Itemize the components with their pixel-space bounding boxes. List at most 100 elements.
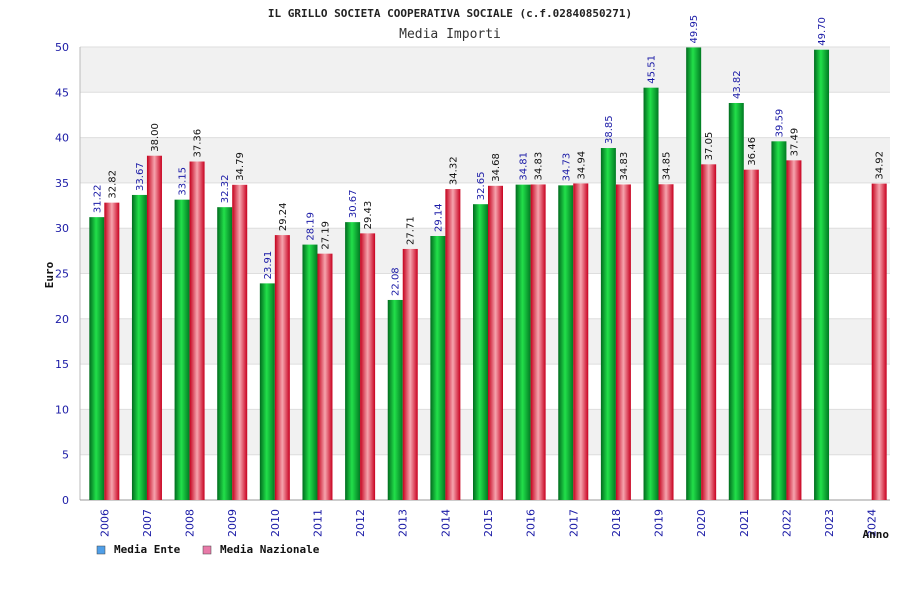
chart-title: IL GRILLO SOCIETA COOPERATIVA SOCIALE (c… — [268, 7, 632, 20]
x-tick-label: 2012 — [354, 509, 367, 537]
bar-media-ente — [558, 185, 574, 501]
chart-subtitle: Media Importi — [399, 27, 501, 42]
bar-media-ente — [174, 199, 190, 500]
x-ticks: 2006 2007 2008 2009 2010 2011 2012 2013 2014 2015… — [98, 509, 878, 537]
value-label: 34.32 — [448, 156, 459, 185]
value-label: 45.51 — [647, 55, 658, 84]
x-tick-label: 2013 — [397, 509, 410, 537]
value-label: 36.46 — [747, 137, 758, 166]
x-tick-label: 2024 — [866, 509, 879, 537]
bar-media-nazionale — [445, 189, 461, 501]
y-tick-label: 25 — [55, 268, 69, 281]
bar-media-ente — [217, 207, 233, 501]
y-tick-label: 10 — [55, 403, 69, 416]
x-tick-label: 2020 — [695, 509, 708, 537]
bar-media-nazionale — [530, 184, 546, 501]
value-label: 30.67 — [348, 189, 359, 218]
value-label: 34.92 — [875, 151, 886, 180]
y-tick-label: 30 — [55, 222, 69, 235]
y-tick-label: 5 — [62, 449, 69, 462]
value-label: 34.83 — [619, 152, 630, 181]
x-tick-label: 2023 — [823, 509, 836, 537]
bar-media-nazionale — [871, 183, 887, 500]
x-tick-label: 2021 — [738, 509, 751, 537]
value-label: 29.43 — [363, 201, 374, 230]
legend-swatch-media-nazionale — [202, 545, 212, 555]
value-label: 31.22 — [92, 185, 103, 214]
bar-media-nazionale — [189, 161, 205, 500]
legend: Media Ente Media Nazionale — [96, 543, 320, 556]
value-label: 34.79 — [235, 152, 246, 181]
bar-media-ente — [131, 194, 147, 500]
value-label: 33.15 — [178, 167, 189, 196]
x-tick-label: 2010 — [269, 509, 282, 537]
bar-media-nazionale — [786, 160, 802, 500]
bar-media-nazionale — [615, 184, 631, 501]
legend-label-media-ente: Media Ente — [114, 543, 181, 556]
x-tick-label: 2016 — [525, 509, 538, 537]
value-label: 37.05 — [704, 132, 715, 161]
y-tick-label: 20 — [55, 313, 69, 326]
grid-band — [80, 92, 890, 138]
x-tick-label: 2014 — [439, 509, 452, 537]
bar-media-ente — [430, 235, 446, 501]
value-label: 34.68 — [491, 153, 502, 182]
value-label: 34.83 — [534, 152, 545, 181]
value-label: 37.36 — [193, 129, 204, 158]
bar-media-ente — [771, 141, 787, 500]
value-label: 32.65 — [476, 172, 487, 201]
bar-media-ente — [515, 184, 531, 500]
value-label: 32.32 — [220, 175, 231, 204]
bar-media-nazionale — [146, 155, 162, 500]
bar-media-nazionale — [317, 253, 333, 500]
bar-media-ente — [600, 148, 616, 501]
y-tick-label: 0 — [62, 494, 69, 507]
x-axis-label: Anno — [863, 528, 890, 541]
value-label: 49.95 — [689, 15, 700, 44]
bar-media-nazionale — [743, 169, 759, 500]
y-axis-label: Euro — [43, 261, 56, 288]
x-tick-label: 2008 — [184, 509, 197, 537]
bar-media-ente — [728, 102, 744, 501]
value-label: 32.82 — [107, 170, 118, 199]
bar-media-ente — [643, 87, 659, 501]
y-tick-label: 50 — [55, 41, 69, 54]
value-label: 34.85 — [662, 152, 673, 181]
value-label: 23.91 — [263, 251, 274, 280]
value-label: 34.73 — [561, 153, 572, 182]
value-label: 29.24 — [278, 202, 289, 231]
value-label: 29.14 — [433, 203, 444, 232]
x-tick-label: 2018 — [610, 509, 623, 537]
x-tick-label: 2006 — [98, 509, 111, 537]
bar-media-ente — [89, 217, 105, 501]
value-label: 39.59 — [774, 109, 785, 138]
bars — [89, 47, 887, 501]
bar-media-nazionale — [232, 184, 248, 500]
grid-band — [80, 47, 890, 93]
bar-media-ente — [686, 47, 702, 500]
bar-media-ente — [259, 283, 275, 500]
value-label: 37.49 — [789, 128, 800, 157]
value-label: 33.67 — [135, 162, 146, 191]
bar-media-nazionale — [573, 183, 589, 500]
value-label: 27.19 — [320, 221, 331, 250]
bar-media-nazionale — [360, 233, 376, 500]
y-tick-label: 45 — [55, 86, 69, 99]
bar-media-nazionale — [274, 235, 290, 500]
x-tick-label: 2022 — [780, 509, 793, 537]
x-tick-label: 2015 — [482, 509, 495, 537]
y-tick-label: 15 — [55, 358, 69, 371]
legend-swatch-media-ente — [96, 545, 106, 555]
bar-media-ente — [473, 204, 488, 501]
x-tick-label: 2009 — [226, 509, 239, 537]
bar-media-nazionale — [658, 184, 674, 500]
value-label: 27.71 — [406, 216, 417, 245]
bar-media-nazionale — [488, 185, 503, 500]
y-tick-label: 35 — [55, 177, 69, 190]
value-label: 38.85 — [604, 115, 615, 144]
value-label: 43.82 — [732, 70, 743, 99]
y-ticks: 0 5 10 15 20 25 30 35 40 45 50 — [55, 41, 69, 507]
bar-media-nazionale — [701, 164, 717, 500]
x-tick-label: 2011 — [311, 509, 324, 537]
